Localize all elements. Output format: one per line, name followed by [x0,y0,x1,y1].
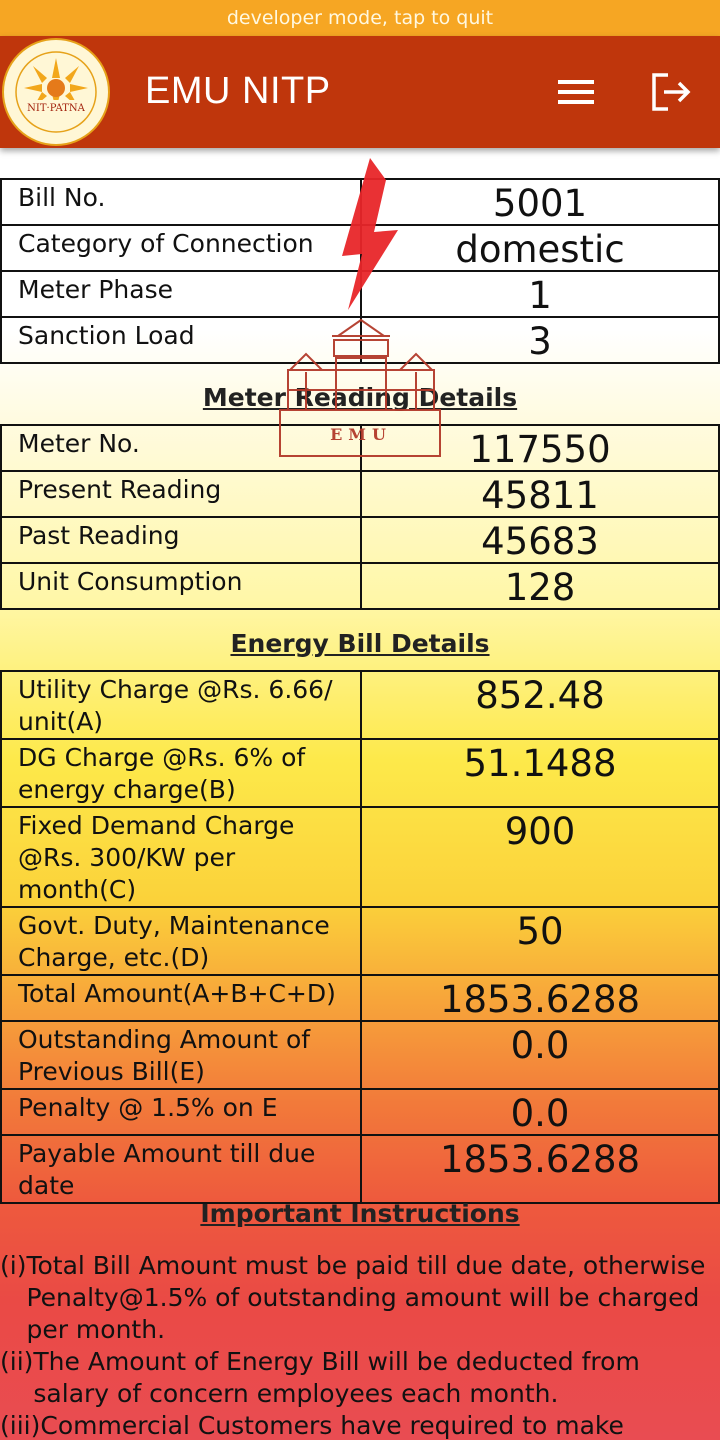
table-row: Meter Phase 1 [0,270,720,318]
instructions-list: (i) Total Bill Amount must be paid till … [0,1250,720,1440]
past-reading-label: Past Reading [0,516,362,564]
meter-phase-label: Meter Phase [0,270,362,318]
outstanding-amount-label: Outstanding Amount of Previous Bill(E) [0,1020,362,1090]
table-row: Sanction Load 3 [0,316,720,364]
table-row: Govt. Duty, Maintenance Charge, etc.(D) … [0,906,720,976]
svg-text:NIT·PATNA: NIT·PATNA [27,103,85,114]
penalty-label: Penalty @ 1.5% on E [0,1088,362,1136]
instruction-text: The Amount of Energy Bill will be deduct… [33,1347,640,1408]
table-row: Present Reading 45811 [0,470,720,518]
table-row: Total Amount(A+B+C+D) 1853.6288 [0,974,720,1022]
meter-no-label: Meter No. [0,424,362,472]
bill-info-table: Bill No. 5001 Category of Connection dom… [0,178,720,364]
table-row: Category of Connection domestic [0,224,720,272]
sanction-load-value: 3 [360,316,720,364]
sanction-load-label: Sanction Load [0,316,362,364]
list-item: (iii) Commercial Customers have required… [0,1410,720,1440]
instructions-heading: Important Instructions [200,1199,520,1228]
table-row: Unit Consumption 128 [0,562,720,610]
payable-amount-value: 1853.6288 [360,1134,720,1204]
present-reading-label: Present Reading [0,470,362,518]
govt-duty-label: Govt. Duty, Maintenance Charge, etc.(D) [0,906,362,976]
instruction-number: (iii) [0,1411,41,1440]
bill-no-value: 5001 [360,178,720,226]
developer-mode-banner[interactable]: developer mode, tap to quit [0,0,720,36]
penalty-value: 0.0 [360,1088,720,1136]
instruction-text: Total Bill Amount must be paid till due … [26,1251,706,1344]
unit-consumption-label: Unit Consumption [0,562,362,610]
energy-bill-heading: Energy Bill Details [230,629,490,658]
table-row: Utility Charge @Rs. 6.66/ unit(A) 852.48 [0,670,720,740]
app-bar: NIT·PATNA EMU NITP [0,36,720,148]
category-value: domestic [360,224,720,272]
outstanding-amount-value: 0.0 [360,1020,720,1090]
table-row: Meter No. 117550 [0,424,720,472]
energy-bill-table: Utility Charge @Rs. 6.66/ unit(A) 852.48… [0,670,720,1204]
instruction-number: (i) [0,1251,27,1280]
table-row: Payable Amount till due date 1853.6288 [0,1134,720,1204]
dg-charge-label: DG Charge @Rs. 6% of energy charge(B) [0,738,362,808]
govt-duty-value: 50 [360,906,720,976]
list-item: (ii) The Amount of Energy Bill will be d… [0,1346,720,1410]
nit-patna-logo: NIT·PATNA [2,38,110,146]
instruction-text: Commercial Customers have required to ma… [40,1411,624,1440]
svg-text:EMU: EMU [330,425,392,444]
meter-no-value: 117550 [360,424,720,472]
instruction-number: (ii) [0,1347,34,1376]
table-row: Past Reading 45683 [0,516,720,564]
dg-charge-value: 51.1488 [360,738,720,808]
app-title: EMU NITP [145,70,331,112]
utility-charge-label: Utility Charge @Rs. 6.66/ unit(A) [0,670,362,740]
bill-no-label: Bill No. [0,178,362,226]
table-row: Penalty @ 1.5% on E 0.0 [0,1088,720,1136]
fixed-demand-charge-value: 900 [360,806,720,908]
utility-charge-value: 852.48 [360,670,720,740]
meter-reading-table: Meter No. 117550 Present Reading 45811 P… [0,424,720,610]
meter-phase-value: 1 [360,270,720,318]
table-row: Outstanding Amount of Previous Bill(E) 0… [0,1020,720,1090]
table-row: DG Charge @Rs. 6% of energy charge(B) 51… [0,738,720,808]
category-label: Category of Connection [0,224,362,272]
fixed-demand-charge-label: Fixed Demand Charge @Rs. 300/KW per mont… [0,806,362,908]
list-item: (i) Total Bill Amount must be paid till … [0,1250,720,1346]
table-row: Bill No. 5001 [0,178,720,226]
emu-lightning-building-watermark: EMU [276,158,446,460]
payable-amount-label: Payable Amount till due date [0,1134,362,1204]
past-reading-value: 45683 [360,516,720,564]
total-amount-label: Total Amount(A+B+C+D) [0,974,362,1022]
meter-reading-heading: Meter Reading Details [202,383,518,412]
total-amount-value: 1853.6288 [360,974,720,1022]
hamburger-menu-icon[interactable] [556,76,596,108]
unit-consumption-value: 128 [360,562,720,610]
table-row: Fixed Demand Charge @Rs. 300/KW per mont… [0,806,720,908]
logout-icon[interactable] [650,72,694,112]
present-reading-value: 45811 [360,470,720,518]
